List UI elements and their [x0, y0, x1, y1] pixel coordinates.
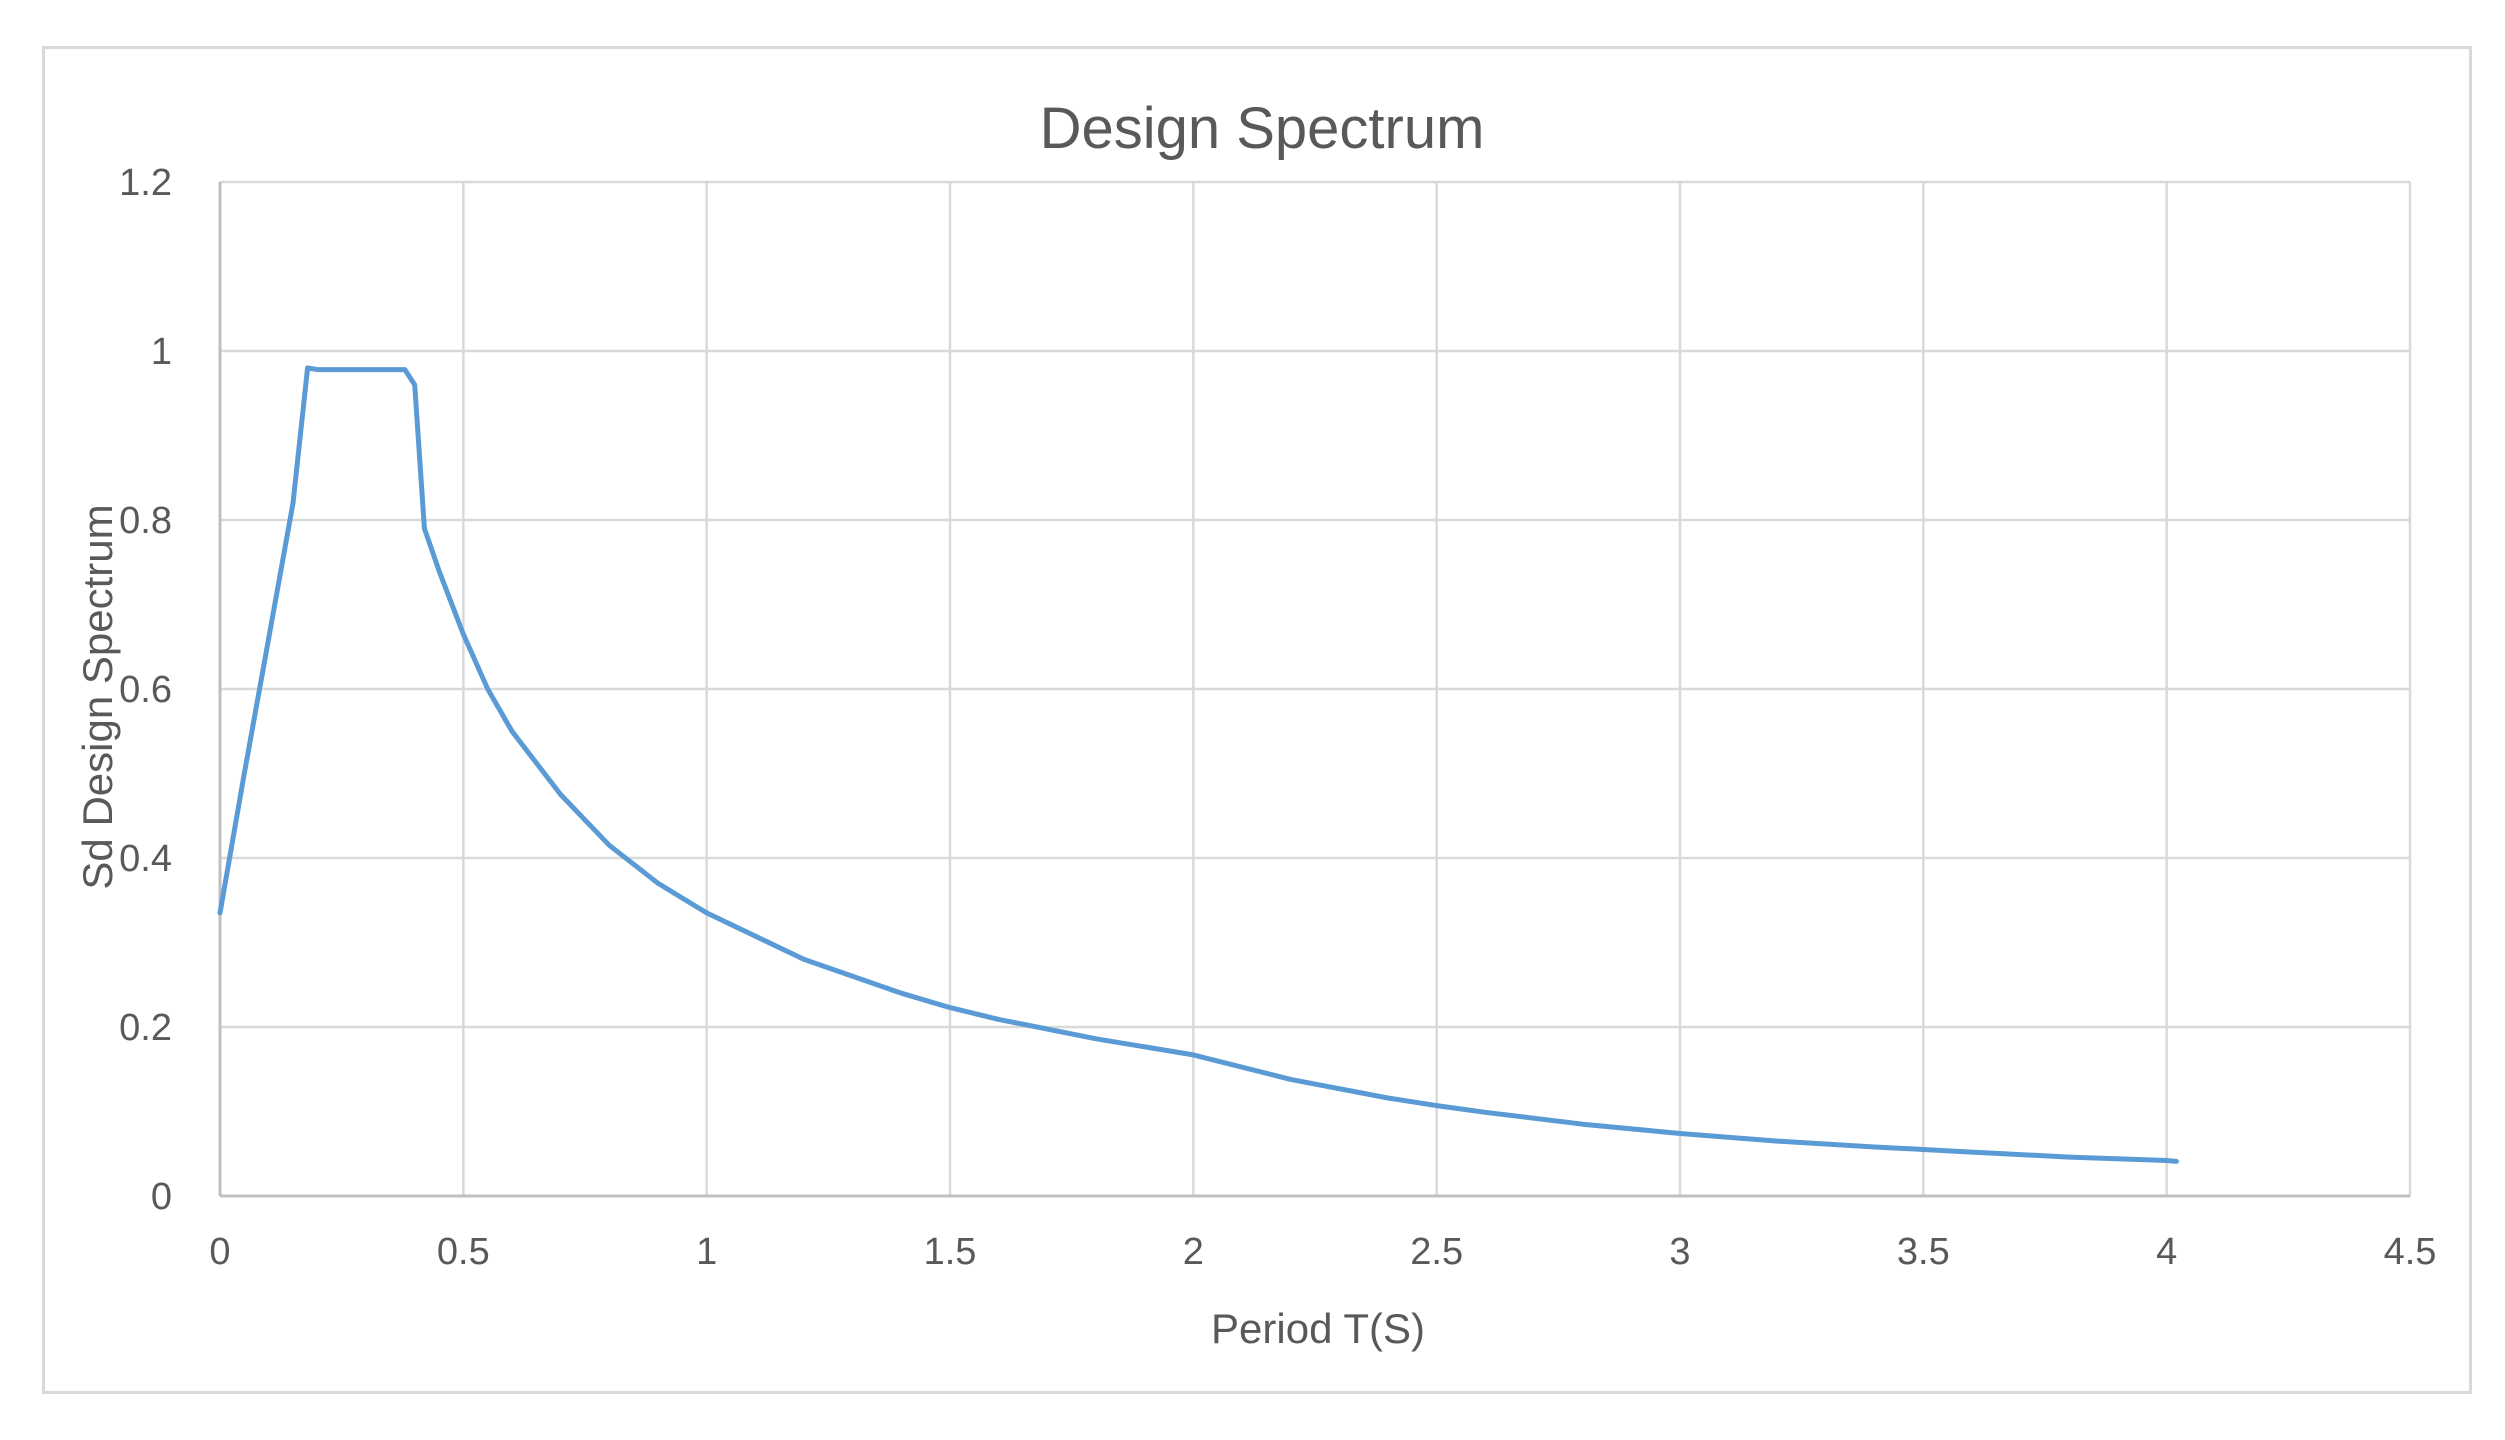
x-tick-label: 4: [2156, 1231, 2177, 1273]
tick-labels: 0 0.2 0.4 0.6 0.8 1 1.2 0 0.5 1 1.5 2 2.5 3 3.5 4 4.5: [119, 162, 2436, 1273]
axes: [218, 182, 2410, 1198]
gridlines: [220, 180, 2412, 1196]
series-layer: [217, 365, 2179, 1164]
x-tick-label: 2.5: [1410, 1231, 1463, 1273]
y-tick-label: 0: [151, 1176, 172, 1218]
y-axis-title: Sd Design Spectrum: [74, 504, 121, 889]
x-tick-label: 2: [1183, 1231, 1204, 1273]
chart-frame: [42, 46, 2472, 1394]
x-tick-label: 1: [696, 1231, 717, 1273]
y-tick-label: 0.2: [119, 1007, 172, 1049]
x-tick-label: 1.5: [924, 1231, 977, 1273]
y-tick-label: 1.2: [119, 162, 172, 204]
x-axis-title: Period T(S): [1211, 1305, 1425, 1352]
x-tick-label: 3: [1669, 1231, 1690, 1273]
x-tick-label: 0.5: [437, 1231, 490, 1273]
x-tick-label: 0: [209, 1231, 230, 1273]
y-tick-label: 0.4: [119, 838, 172, 880]
series-line-0: [217, 365, 2179, 1164]
x-tick-label: 3.5: [1897, 1231, 1950, 1273]
x-tick-label: 4.5: [2384, 1231, 2437, 1273]
chart-title: Design Spectrum: [1040, 96, 1485, 161]
y-tick-label: 1: [151, 331, 172, 373]
y-tick-label: 0.6: [119, 669, 172, 711]
y-tick-label: 0.8: [119, 500, 172, 542]
